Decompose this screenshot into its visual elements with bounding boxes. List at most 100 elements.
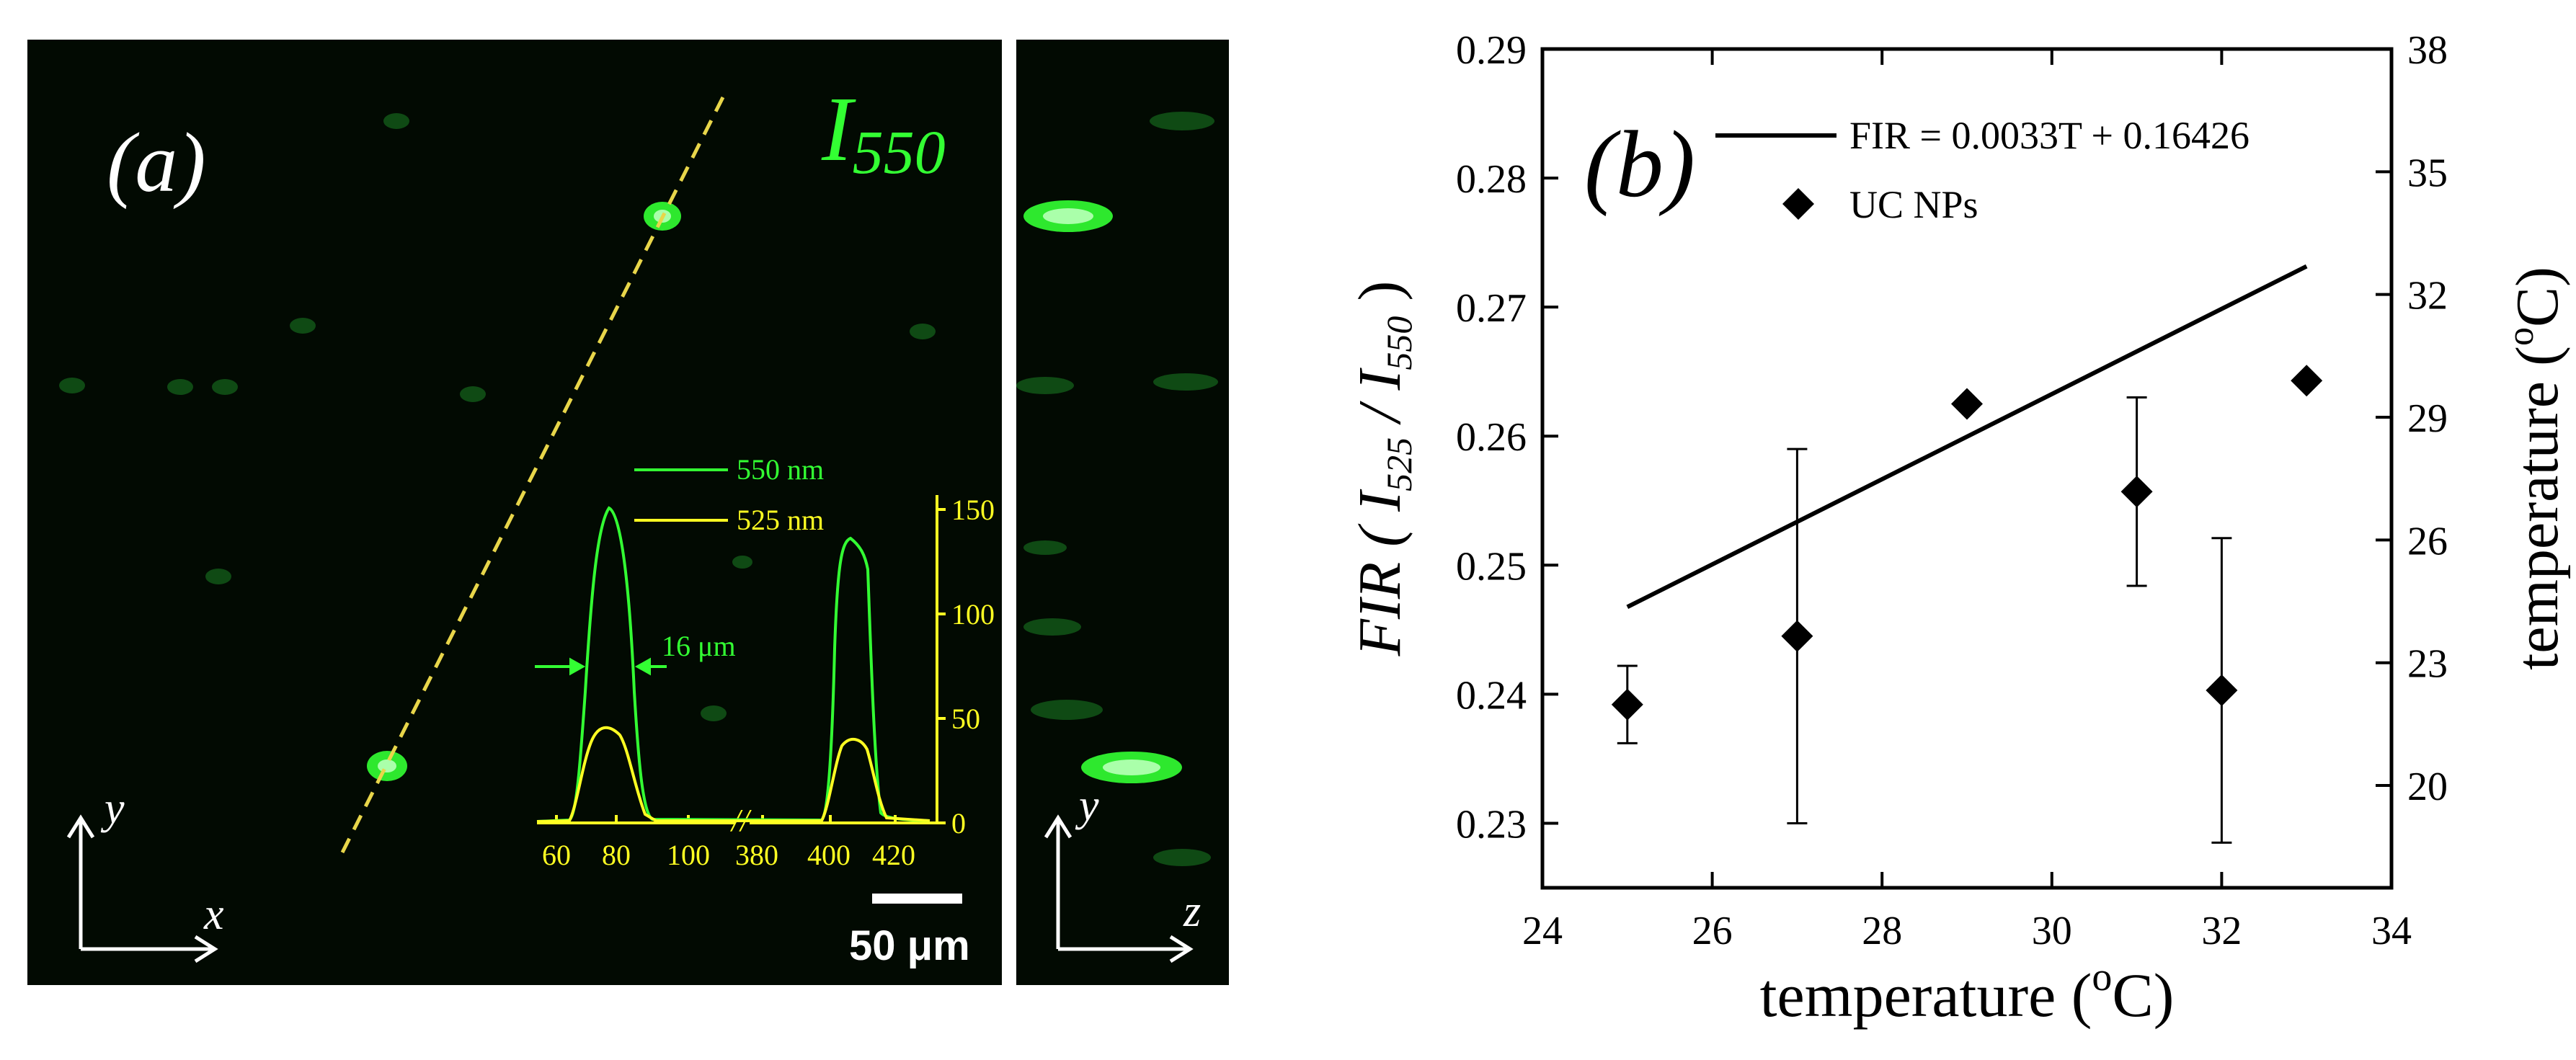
legend-fit-label: FIR = 0.0033T + 0.16426	[1849, 114, 2249, 157]
y-tick-label: 0.23	[1456, 802, 1527, 847]
dim-particle	[167, 379, 193, 395]
data-point	[1611, 688, 1643, 721]
xy-axes-arrows	[66, 814, 218, 963]
inset-legend-label-525: 525 nm	[737, 504, 824, 536]
y-axis-label-sub1: 525	[1379, 437, 1419, 491]
dim-particle	[383, 113, 409, 129]
fwhm-arrowhead-left	[569, 657, 586, 676]
y-tick-label: 0.27	[1456, 286, 1527, 331]
y-ticks: 0.23 0.24 0.25 0.26 0.27 0.28 0.29	[1456, 28, 1558, 847]
yz-micrograph	[1016, 40, 1229, 985]
panel-a-label: (a)	[107, 115, 206, 210]
dim-particle	[290, 318, 316, 334]
bright-streak	[1043, 208, 1093, 224]
dim-particle	[1150, 112, 1214, 130]
y2-tick-label: 35	[2407, 151, 2448, 195]
inset-y-tick-label: 50	[951, 703, 980, 735]
fit-layer	[1626, 264, 2308, 610]
x-tick-label: 28	[1862, 909, 1902, 953]
dim-particle	[732, 556, 752, 569]
inset-profile: // 0 50 100 150	[535, 453, 995, 871]
y2-axis-label: temperature (oC)	[2500, 267, 2571, 670]
data-point	[2291, 365, 2323, 397]
y2-axis-label-text: temperature (	[2504, 346, 2571, 670]
y2-tick-label: 23	[2407, 642, 2448, 687]
inset-legend-label-550: 550 nm	[737, 453, 824, 486]
inset-x-tick-label: 420	[872, 839, 915, 871]
dim-particle	[460, 386, 486, 402]
dim-particle	[1023, 540, 1067, 555]
x-axis-label-end: C)	[2112, 961, 2174, 1030]
scale-bar	[872, 894, 962, 904]
xy-micrograph	[27, 40, 1002, 985]
inset-x-tick-label: 80	[602, 839, 631, 871]
bright-particles	[367, 200, 1182, 783]
dim-particle	[910, 324, 936, 339]
inset-y-tick-label: 0	[951, 807, 966, 839]
dim-particle	[1023, 618, 1081, 636]
y2-tick-label: 20	[2407, 765, 2448, 809]
panel-b-label: (b)	[1584, 111, 1695, 217]
data-point	[2120, 476, 2153, 508]
dim-particle	[1153, 849, 1211, 866]
dim-particle	[1016, 377, 1074, 394]
y-tick-label: 0.25	[1456, 544, 1527, 589]
data-point	[1951, 388, 1983, 420]
y2-tick-label: 32	[2407, 274, 2448, 319]
y-tick-label: 0.24	[1456, 673, 1527, 718]
inset-y-ticks	[937, 508, 946, 824]
x-ticks: 24 26 28 30 32 34	[1522, 49, 2412, 953]
data-point	[2206, 674, 2238, 707]
dim-particle	[701, 705, 727, 721]
side-axis-z-label: z	[1183, 887, 1201, 936]
bright-particle	[378, 760, 396, 772]
y-axis-label-end: )	[1346, 281, 1413, 316]
dim-particle	[205, 569, 231, 584]
data-point	[1781, 620, 1813, 652]
x-arrow	[81, 935, 218, 963]
fwhm-markers	[535, 657, 667, 676]
y-axis-label-mid: / I	[1346, 368, 1413, 437]
fwhm-arrowhead-right	[634, 657, 651, 676]
inset-x-tick-label: 60	[542, 839, 571, 871]
legend-uc-label: UC NPs	[1849, 183, 1978, 226]
inset-x-tick-label: 100	[667, 839, 710, 871]
axis-x-label: x	[203, 890, 224, 939]
y2-axis-label-end: C)	[2504, 267, 2571, 327]
yz-axes-arrows	[1044, 814, 1194, 963]
y2-axis-label-sup: o	[2500, 327, 2541, 346]
channel-subscript: 550	[853, 117, 946, 187]
scan-line	[340, 96, 725, 854]
y-axis-label: FIR ( I525 / I550 )	[1346, 281, 1419, 657]
legend-marker-uc	[1782, 188, 1814, 220]
errorbar-layer	[1617, 396, 2232, 844]
panel-a: (a) I550 y x y z 50 μm //	[27, 40, 1229, 985]
x-axis-label-sup: o	[2092, 955, 2112, 999]
dim-particle	[1031, 700, 1103, 720]
x-tick-label: 34	[2371, 909, 2412, 953]
bright-streak	[1103, 760, 1160, 775]
scale-bar-label: 50 μm	[849, 922, 970, 969]
y-axis-label-sub2: 550	[1379, 316, 1419, 370]
y2-tick-label: 38	[2407, 28, 2448, 73]
x-tick-label: 30	[2032, 909, 2072, 953]
y2-tick-label: 29	[2407, 396, 2448, 441]
fit-line	[1626, 264, 2308, 610]
plot-frame	[1540, 47, 2394, 890]
inset-curve-525nm	[536, 726, 931, 823]
x-tick-label: 32	[2201, 909, 2242, 953]
point-layer	[1611, 365, 2323, 721]
dim-particle	[212, 379, 238, 395]
dim-particles	[59, 112, 1218, 866]
dim-particle	[1153, 373, 1218, 391]
y2-tick-label: 26	[2407, 519, 2448, 564]
y-tick-label: 0.28	[1456, 157, 1527, 202]
y-arrow	[66, 814, 95, 949]
side-y-arrow	[1044, 814, 1072, 949]
y-tick-label: 0.26	[1456, 415, 1527, 460]
y-tick-label: 0.29	[1456, 28, 1527, 73]
dim-particle	[59, 378, 85, 393]
axis-y-label: y	[100, 784, 125, 833]
inset-y-tick-label: 100	[951, 598, 995, 631]
